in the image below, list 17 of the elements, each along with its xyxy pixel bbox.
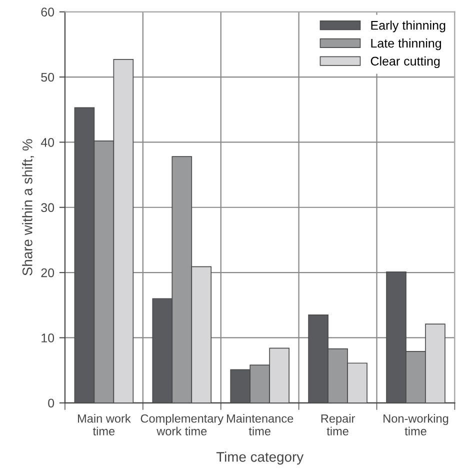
x-axis-title: Time category (216, 452, 304, 465)
y-tick-label: 50 (41, 72, 54, 82)
y-tick-label: 30 (41, 203, 54, 212)
x-tick-label: Non-working time (384, 414, 448, 436)
x-tick-label: Repair time (321, 414, 355, 436)
legend-label: Clear cutting (370, 56, 440, 68)
y-tick-label: 40 (40, 138, 54, 147)
x-tick-label: Complementary work time (140, 414, 224, 436)
y-tick-label: 20 (41, 268, 54, 278)
legend-label: Early thinning (371, 20, 446, 32)
y-tick-label: 60 (41, 8, 54, 16)
x-tick-label: Maintenance time (227, 414, 294, 436)
y-axis-title: Share within a shift, % (22, 139, 34, 276)
y-tick-label: 0 (48, 398, 54, 408)
x-tick-label: Main work time (78, 414, 131, 436)
legend-label: Late thinning (371, 38, 442, 50)
y-tick-label: 10 (42, 334, 54, 342)
